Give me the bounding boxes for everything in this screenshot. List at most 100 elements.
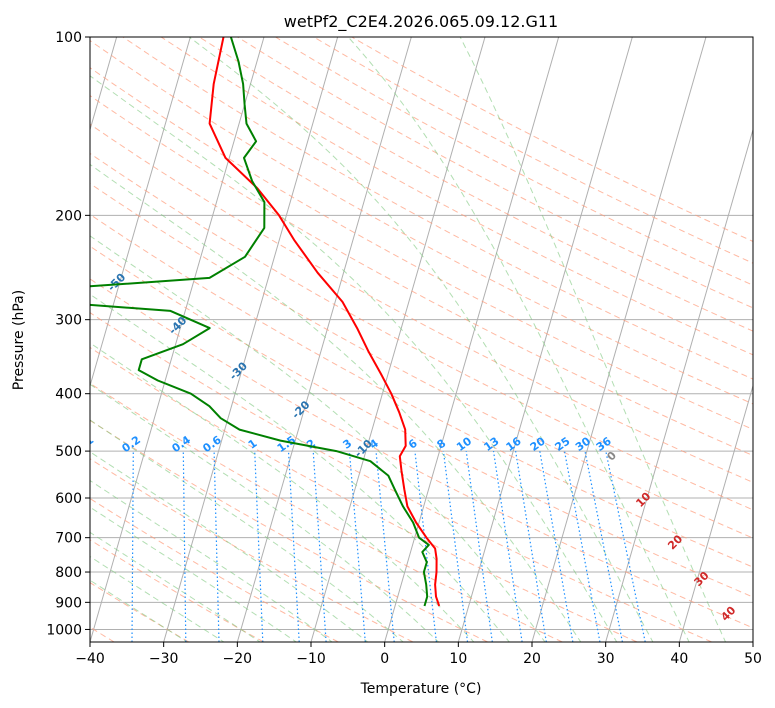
mixing-ratio-line <box>442 451 469 642</box>
mixing-ratio-line <box>584 450 623 642</box>
isotherm-line <box>678 384 753 642</box>
isotherm-label: -60 <box>44 226 67 249</box>
isotherm-line <box>163 37 339 642</box>
mixing-ratio-label: 0.4 <box>170 433 194 455</box>
y-tick-label: 700 <box>55 531 82 547</box>
moist-adiabat-line <box>90 293 511 642</box>
dry-adiabat-line <box>237 37 753 309</box>
y-axis-label: Pressure (hPa) <box>11 290 27 390</box>
x-tick-label: 30 <box>597 651 615 667</box>
mixing-ratio-label: 8 <box>435 437 449 452</box>
mixing-ratio-line <box>605 450 646 642</box>
moist-adiabat-line <box>90 531 262 642</box>
isobar-grid <box>90 37 753 630</box>
dry-adiabat-line <box>90 497 339 642</box>
isotherm-label: -20 <box>289 398 312 421</box>
chart-title: wetPf2_C2E4.2026.065.09.12.G11 <box>284 12 558 32</box>
isotherm-label: -50 <box>105 270 128 293</box>
dry-adiabat-line <box>90 582 190 642</box>
y-tick-label: 500 <box>55 444 82 460</box>
moist-adiabat-line <box>90 163 582 642</box>
mixing-ratio-line <box>375 451 395 642</box>
dry-adiabat-line <box>90 245 753 598</box>
dewpoint-line <box>90 37 430 607</box>
dry-adiabat-line <box>90 152 753 511</box>
moist-adiabat-line <box>90 579 189 642</box>
mixing-ratio-line <box>254 451 264 642</box>
moist-adiabat-line <box>90 506 298 642</box>
moist-adiabat-line <box>90 75 618 642</box>
dry-adiabat-line <box>351 37 753 242</box>
dry-adiabat-line <box>90 95 753 457</box>
sounding-profiles <box>90 37 441 607</box>
x-axis: −40 −30 −20 −10 0 10 20 30 40 50 <box>75 642 762 667</box>
x-tick-label: 40 <box>670 651 688 667</box>
isotherm-line <box>752 640 753 642</box>
dry-adiabat-line <box>122 37 753 380</box>
moist-adiabat-line <box>347 37 690 642</box>
y-tick-label: 100 <box>55 30 82 46</box>
moist-adiabat-line <box>459 37 727 642</box>
mixing-ratio-label: 0.2 <box>120 433 143 455</box>
dry-adiabat-line <box>90 458 414 642</box>
moist-adiabat-line <box>90 235 546 642</box>
dry-adiabat-line <box>275 37 753 286</box>
y-tick-label: 900 <box>55 595 82 611</box>
dry-adiabat-line <box>90 382 563 642</box>
x-tick-label: 0 <box>380 651 389 667</box>
dry-adiabat-line <box>160 37 753 356</box>
mixing-ratio-line <box>539 450 574 642</box>
dry-adiabat-line <box>198 37 753 332</box>
isotherm-label: -70 <box>0 174 9 197</box>
mixing-ratio-line <box>492 451 523 642</box>
mixing-ratio-lines <box>131 450 646 642</box>
x-tick-label: −30 <box>149 651 179 667</box>
mixing-ratio-line <box>131 451 134 642</box>
moist-adiabat-label: 10 <box>633 490 653 510</box>
x-axis-label: Temperature (°C) <box>360 681 482 697</box>
mixing-ratio-label: 6 <box>406 437 420 452</box>
dry-adiabat-line <box>90 346 638 642</box>
plot-frame <box>89 36 754 643</box>
mixing-ratio-line <box>465 451 493 642</box>
dry-adiabat-line <box>90 278 753 629</box>
mixing-ratio-line <box>515 451 547 642</box>
y-tick-label: 1000 <box>46 622 82 638</box>
mixing-ratio-label: 0.6 <box>200 433 224 455</box>
dry-adiabat-line <box>90 213 753 568</box>
isotherm-line <box>90 37 265 642</box>
mixing-ratio-label: 0.1 <box>73 433 96 455</box>
dry-adiabat-line <box>90 419 488 642</box>
moist-adiabats <box>90 37 727 642</box>
x-tick-label: −10 <box>296 651 326 667</box>
temperature-line <box>208 37 441 607</box>
isotherm-line <box>384 37 560 642</box>
y-tick-label: 600 <box>55 491 82 507</box>
x-tick-label: 20 <box>523 651 541 667</box>
moist-adiabat-line <box>90 342 475 642</box>
moist-adiabat-label: 20 <box>665 532 685 552</box>
y-tick-label: 200 <box>55 208 82 224</box>
y-tick-label: 300 <box>55 313 82 329</box>
isotherm-line <box>531 37 707 642</box>
x-tick-label: 50 <box>744 651 762 667</box>
y-tick-label: 800 <box>55 565 82 581</box>
dry-adiabat-line <box>90 123 753 483</box>
x-tick-label: −20 <box>223 651 253 667</box>
plot-area: 0.10.20.40.611.52346810131620253036-100-… <box>0 37 753 642</box>
dry-adiabat-line <box>90 312 712 642</box>
isotherm-line <box>236 37 412 642</box>
x-tick-label: 10 <box>449 651 467 667</box>
mixing-ratio-line <box>563 450 601 642</box>
isopleth-labels: 0.10.20.40.611.52346810131620253036-100-… <box>0 174 739 623</box>
dry-adiabat-line <box>90 39 753 405</box>
isotherm-label: -30 <box>227 359 250 382</box>
isotherm-line <box>90 37 191 388</box>
mixing-ratio-line <box>414 451 437 642</box>
moist-adiabat-line <box>90 383 440 642</box>
mixing-ratio-line <box>287 451 300 642</box>
dry-adiabat-line <box>90 539 264 642</box>
y-tick-label: 400 <box>55 387 82 403</box>
dry-adiabats <box>90 37 753 642</box>
